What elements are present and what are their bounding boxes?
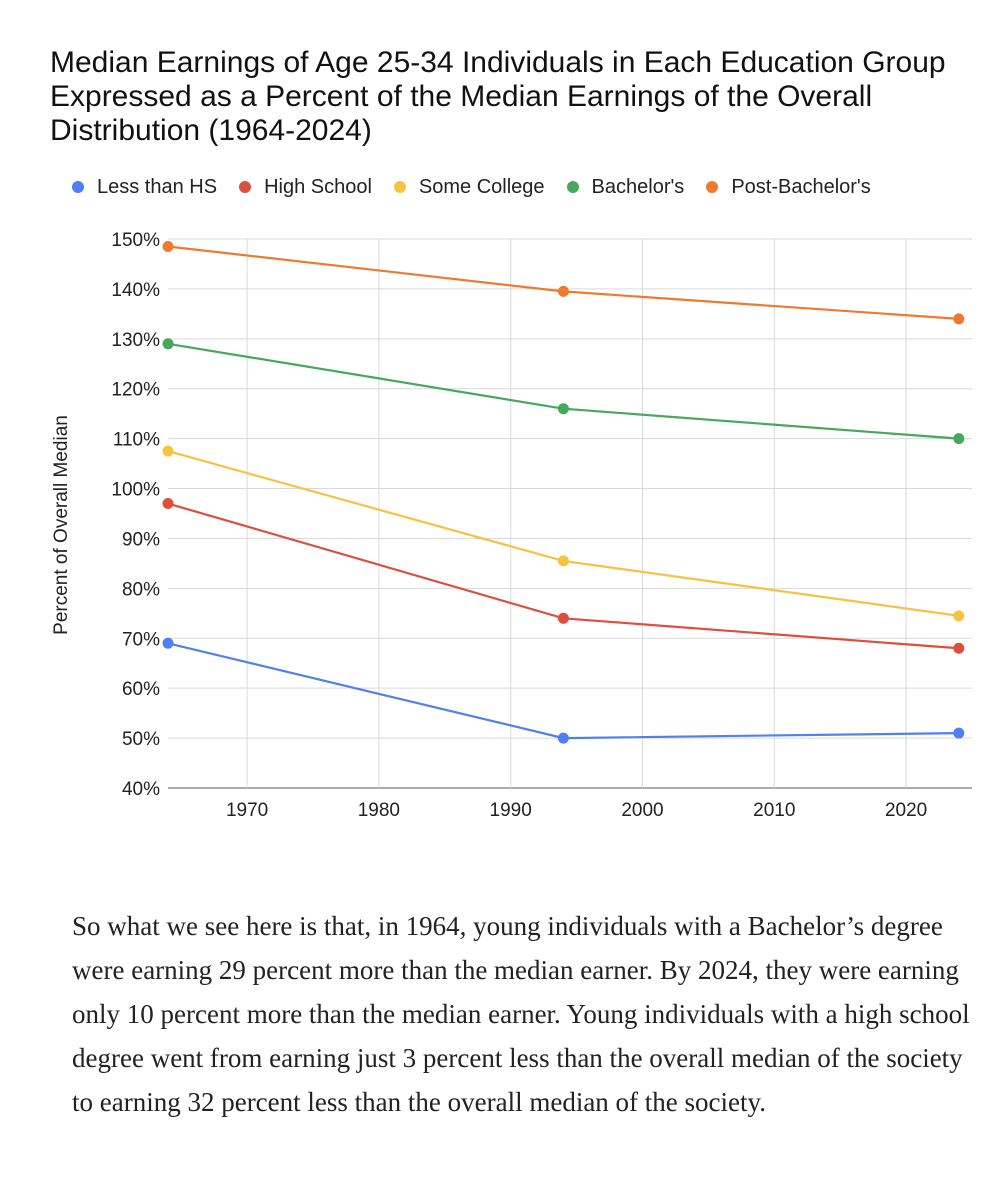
legend-marker — [72, 181, 84, 193]
data-point[interactable] — [162, 240, 174, 252]
data-point[interactable] — [162, 338, 174, 350]
legend-marker — [239, 181, 252, 193]
data-point[interactable] — [557, 732, 569, 744]
legend-item: Post-Bachelor's — [706, 175, 871, 199]
legend-label: Bachelor's — [591, 175, 685, 198]
y-tick-label: 60% — [122, 679, 160, 700]
series-line — [167, 450, 959, 617]
y-tick-label: 130% — [111, 330, 160, 351]
legend-label: High School — [264, 175, 372, 198]
chart-legend: Less than HS High School Some College Bache… — [72, 172, 893, 202]
y-tick-label: 120% — [111, 380, 160, 401]
data-point[interactable] — [162, 637, 174, 649]
y-tick-label: 110% — [113, 430, 160, 451]
series-line — [167, 642, 959, 740]
data-point[interactable] — [557, 285, 569, 297]
y-axis-label: Percent of Overall Median — [51, 415, 72, 635]
chart-title: Median Earnings of Age 25-34 Individuals… — [50, 46, 946, 147]
y-tick-label: 70% — [122, 629, 160, 650]
data-point[interactable] — [953, 727, 965, 739]
legend-item: Bachelor's — [566, 175, 685, 199]
legend-item: Less than HS — [72, 176, 217, 199]
series-high-school — [162, 498, 965, 654]
series-post-bachelor-s — [162, 240, 965, 325]
y-tick-label: 140% — [111, 280, 160, 301]
series-less-than-hs — [162, 637, 965, 744]
y-tick-label: 100% — [111, 480, 160, 501]
data-point[interactable] — [953, 433, 965, 445]
legend-label: Post-Bachelor's — [731, 175, 871, 198]
y-tick-label: 50% — [122, 729, 160, 750]
x-tick-label: 1990 — [490, 800, 532, 821]
legend-item: High School — [239, 176, 372, 199]
x-tick-label: 2010 — [753, 800, 795, 821]
x-tick-label: 2000 — [621, 800, 663, 821]
series-lines — [162, 240, 965, 744]
y-tick-label: 40% — [122, 779, 160, 800]
legend-label: Less than HS — [97, 175, 218, 198]
data-point[interactable] — [557, 403, 569, 415]
data-point[interactable] — [953, 642, 965, 654]
series-line — [167, 502, 959, 650]
legend-item: Some College — [393, 175, 545, 199]
x-tick-label: 2020 — [885, 800, 927, 821]
legend-marker — [706, 181, 719, 193]
y-tick-label: 90% — [122, 529, 160, 550]
data-point[interactable] — [162, 445, 174, 457]
gridlines — [168, 238, 972, 789]
data-point[interactable] — [557, 612, 569, 624]
y-tick-label: 150% — [111, 230, 160, 251]
x-tick-label: 1980 — [358, 800, 400, 821]
x-tick-label: 1970 — [226, 800, 268, 821]
data-point[interactable] — [162, 498, 174, 510]
article-paragraph: So what we see here is that, in 1964, yo… — [72, 911, 970, 1117]
legend-marker — [393, 181, 406, 193]
data-point[interactable] — [953, 610, 965, 622]
series-some-college — [162, 445, 965, 622]
legend-label: Some College — [418, 175, 545, 198]
axes: 40% 50% 60% 70% 80% 90% 100% 110% 120% 130% 140% 15… — [111, 230, 927, 821]
y-tick-label: 80% — [122, 579, 160, 600]
line-chart: 40% 50% 60% 70% 80% 90% 100% 110% 120% 130% 140% 15… — [51, 230, 972, 821]
series-bachelor-s — [162, 338, 965, 445]
data-point[interactable] — [557, 555, 569, 567]
series-line — [167, 342, 959, 440]
legend-marker — [566, 181, 579, 193]
series-line — [167, 245, 959, 320]
data-point[interactable] — [953, 313, 965, 325]
